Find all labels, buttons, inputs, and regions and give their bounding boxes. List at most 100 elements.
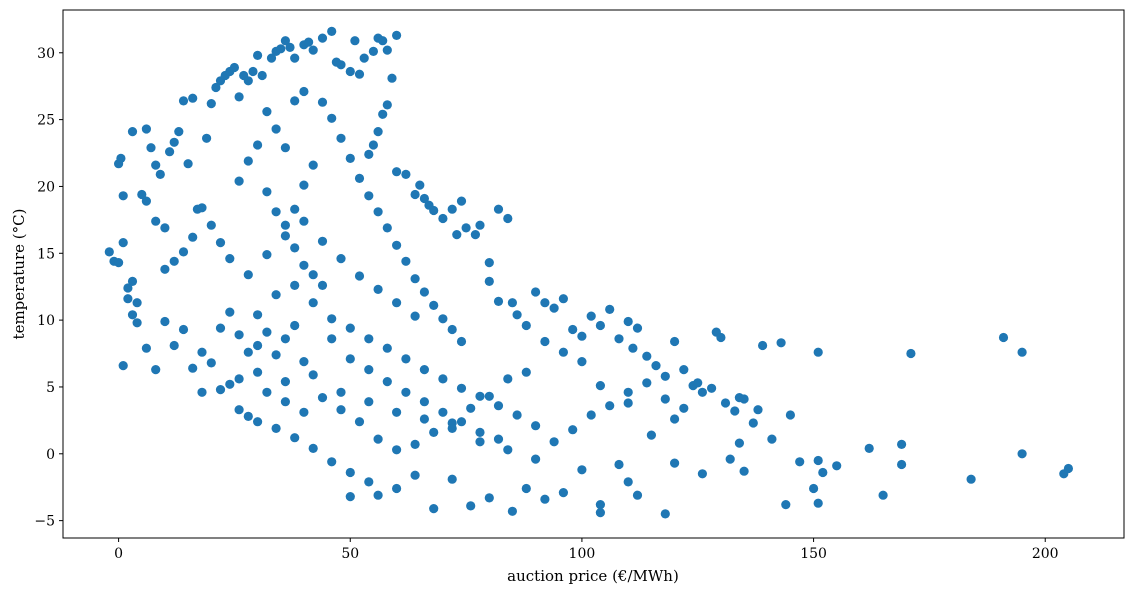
data-point bbox=[382, 223, 392, 233]
data-point bbox=[336, 133, 346, 143]
data-point bbox=[447, 204, 457, 214]
data-point bbox=[137, 189, 147, 200]
data-point bbox=[243, 76, 253, 86]
data-point bbox=[1063, 463, 1073, 474]
data-point bbox=[169, 137, 179, 147]
data-point bbox=[456, 417, 467, 427]
data-point bbox=[215, 238, 226, 248]
data-point bbox=[577, 331, 587, 341]
data-point bbox=[317, 280, 328, 290]
data-point bbox=[280, 36, 290, 46]
x-tick-label: 200 bbox=[1032, 546, 1059, 562]
x-tick-label: 100 bbox=[569, 546, 596, 562]
data-point bbox=[484, 391, 494, 401]
data-point bbox=[364, 397, 374, 407]
data-point bbox=[165, 147, 175, 157]
data-point bbox=[484, 258, 494, 268]
data-point bbox=[493, 204, 504, 214]
data-point bbox=[308, 298, 318, 308]
data-point bbox=[234, 176, 244, 186]
data-point bbox=[785, 410, 796, 420]
data-point bbox=[813, 498, 823, 508]
data-point bbox=[290, 53, 300, 63]
data-point bbox=[155, 169, 165, 179]
data-point bbox=[234, 92, 244, 102]
data-point bbox=[317, 393, 328, 403]
data-point bbox=[141, 343, 151, 353]
data-point bbox=[493, 434, 504, 444]
data-point bbox=[392, 167, 402, 177]
data-point bbox=[116, 153, 126, 163]
data-point bbox=[225, 254, 235, 264]
data-point bbox=[558, 347, 569, 357]
data-point bbox=[507, 506, 517, 516]
data-point bbox=[623, 387, 633, 397]
data-point bbox=[169, 340, 179, 351]
data-point bbox=[410, 311, 420, 321]
data-point bbox=[151, 160, 161, 170]
data-point bbox=[359, 53, 369, 63]
data-point bbox=[373, 284, 383, 294]
data-point bbox=[276, 44, 286, 54]
data-point bbox=[285, 42, 295, 53]
data-point bbox=[470, 230, 480, 240]
data-point bbox=[558, 488, 569, 498]
data-point bbox=[178, 96, 189, 106]
data-point bbox=[225, 307, 235, 317]
data-point bbox=[595, 507, 606, 518]
data-point bbox=[280, 143, 290, 153]
data-point bbox=[512, 310, 522, 320]
data-point bbox=[679, 365, 689, 375]
data-point bbox=[368, 46, 378, 57]
data-point bbox=[151, 365, 161, 375]
data-point bbox=[280, 334, 290, 344]
y-tick-label: 10 bbox=[37, 313, 55, 329]
y-tick-label: 5 bbox=[46, 380, 55, 396]
data-point bbox=[646, 430, 657, 440]
data-point bbox=[595, 500, 606, 510]
data-point bbox=[234, 330, 244, 340]
data-point bbox=[392, 298, 402, 308]
data-point bbox=[734, 438, 745, 448]
data-point bbox=[114, 258, 124, 268]
data-point bbox=[234, 405, 244, 415]
data-point bbox=[123, 294, 133, 304]
data-point bbox=[475, 391, 485, 401]
data-point bbox=[531, 421, 541, 431]
data-point bbox=[693, 378, 703, 388]
data-point bbox=[429, 300, 439, 310]
data-point bbox=[531, 454, 541, 464]
data-point bbox=[484, 493, 494, 503]
data-point bbox=[753, 405, 763, 415]
data-point bbox=[354, 173, 365, 183]
data-point bbox=[466, 501, 476, 511]
data-point bbox=[271, 423, 281, 433]
data-point bbox=[364, 334, 374, 344]
y-tick-label: −5 bbox=[34, 514, 55, 530]
data-point bbox=[623, 316, 633, 327]
data-point bbox=[410, 274, 420, 284]
data-point bbox=[493, 401, 504, 411]
data-point bbox=[290, 96, 300, 106]
data-point bbox=[327, 334, 337, 344]
data-point bbox=[410, 470, 420, 480]
data-point bbox=[336, 405, 346, 415]
data-point bbox=[707, 383, 717, 393]
data-point bbox=[280, 377, 290, 387]
data-point bbox=[767, 434, 777, 444]
data-point bbox=[202, 133, 212, 143]
data-point bbox=[127, 127, 138, 137]
data-point bbox=[317, 236, 328, 246]
data-point bbox=[253, 140, 263, 150]
data-point bbox=[345, 66, 355, 77]
data-point bbox=[781, 500, 791, 510]
data-point bbox=[595, 381, 606, 391]
data-point bbox=[1017, 347, 1027, 357]
data-point bbox=[141, 196, 151, 206]
data-point bbox=[521, 483, 531, 494]
data-point bbox=[253, 50, 263, 61]
data-point bbox=[253, 310, 263, 320]
data-point bbox=[998, 332, 1009, 343]
data-point bbox=[429, 205, 439, 216]
data-point bbox=[392, 483, 402, 494]
